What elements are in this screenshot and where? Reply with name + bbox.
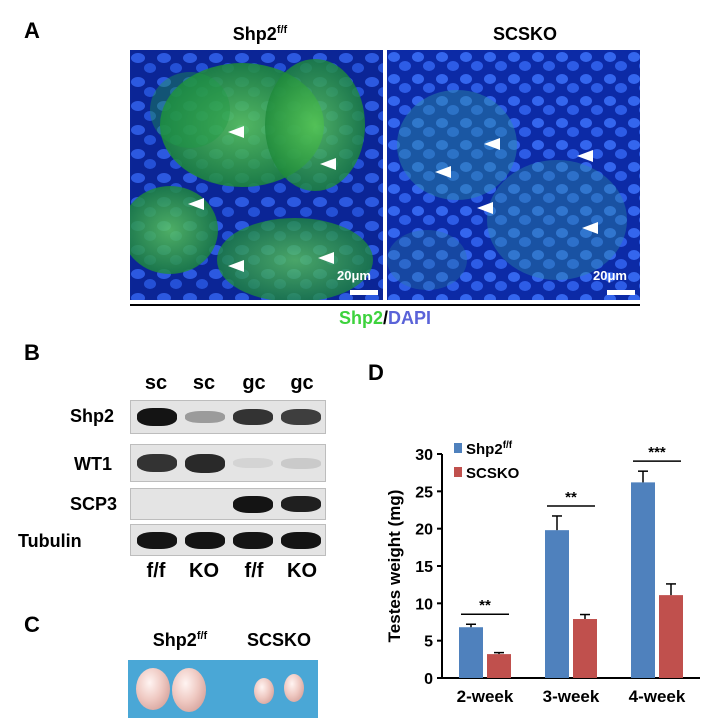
panel-c-letter: C [24, 612, 40, 637]
y-tick-label: 10 [415, 596, 433, 613]
y-tick-label: 0 [424, 671, 433, 688]
blot-band [185, 454, 225, 473]
panel-a-left-title-text: Shp2 [232, 24, 277, 44]
micrograph-scsko: 20μm [387, 50, 640, 300]
lane-top-label: sc [144, 372, 168, 394]
bar-3-week-SCSKO [573, 619, 597, 678]
bar-2-week-Shp2 [459, 627, 483, 678]
testes-weight-chart: 0 5 10 15 20 25 30 Testes weight (mg) 2-week ** 3-… [385, 440, 700, 706]
blot-row-label: Tubulin [18, 531, 82, 551]
panel-d-letter: D [368, 360, 384, 385]
y-tick-label: 5 [424, 634, 433, 651]
legend-label: Shp2f/f [466, 440, 513, 458]
panel-a-divider-line [130, 304, 640, 306]
panel-c-left-title-sup: f/f [196, 630, 208, 642]
arrowhead [318, 252, 334, 264]
blot-band [281, 458, 321, 469]
bar-4-week-Shp2 [631, 482, 655, 678]
testis-control [136, 668, 170, 710]
arrowhead [228, 260, 244, 272]
x-tick-label: 2-week [457, 687, 514, 706]
legend-swatch [454, 443, 462, 453]
caption-separator: / [382, 308, 388, 328]
blot-band [281, 496, 321, 512]
lane-top-label: gc [242, 372, 266, 394]
arrowhead [188, 198, 204, 210]
y-tick-label: 20 [415, 522, 433, 539]
blot-band [137, 454, 177, 472]
blot-strip [130, 400, 326, 434]
y-axis-label: Testes weight (mg) [385, 490, 404, 643]
blot-band [185, 411, 225, 423]
blot-row-label: WT1 [74, 454, 112, 474]
panel-a-left-title: Shp2f/f [195, 24, 325, 45]
panel-a-right-title: SCSKO [492, 24, 557, 44]
scale-bar-control [350, 290, 378, 295]
lane-top-label: sc [192, 372, 216, 394]
arrowhead [228, 126, 244, 138]
blot-band [233, 458, 273, 468]
lane-bottom-label: f/f [244, 560, 264, 582]
lane-bottom-label: KO [189, 560, 219, 582]
blot-strip [130, 444, 326, 482]
legend-label: SCSKO [466, 465, 520, 482]
lane-bottom-label: f/f [146, 560, 166, 582]
legend-label-sup: f/f [503, 440, 513, 451]
panel-a-left-title-sup: f/f [276, 24, 288, 36]
significance-mark: ** [565, 489, 577, 506]
testis-scsko [284, 674, 304, 702]
blot-strip [130, 524, 326, 556]
panel-b-letter: B [24, 340, 40, 365]
bar-2-week-SCSKO [487, 654, 511, 678]
y-tick-label: 25 [415, 484, 433, 501]
blot-band [281, 532, 321, 549]
micrograph-scsko-image [387, 50, 640, 300]
blot-band [233, 532, 273, 549]
lane-bottom-label: KO [287, 560, 317, 582]
bar-4-week-SCSKO [659, 595, 683, 678]
blot-row-label: Shp2 [70, 406, 115, 426]
lane-top-label: gc [290, 372, 314, 394]
y-tick-label: 15 [415, 559, 433, 576]
panel-c-left-title: Shp2f/f [130, 630, 230, 651]
scale-bar-scsko [607, 290, 635, 295]
arrowhead [320, 158, 336, 170]
testis-scsko [254, 678, 274, 704]
blot-band [137, 532, 177, 549]
x-tick-label: 4-week [629, 687, 686, 706]
caption-dapi: DAPI [388, 308, 432, 328]
arrowhead [435, 166, 451, 178]
blot-band [185, 532, 225, 549]
blot-band [137, 408, 177, 426]
arrowhead [582, 222, 598, 234]
significance-mark: ** [479, 597, 491, 614]
panel-a-letter: A [24, 18, 40, 43]
micrograph-control: 20μm [130, 50, 383, 300]
testes-photo [128, 660, 318, 718]
scale-label-scsko: 20μm [593, 268, 627, 283]
bar-3-week-Shp2 [545, 530, 569, 678]
panel-a-caption: Shp2/DAPI [130, 308, 640, 329]
legend-swatch [454, 467, 462, 477]
arrowhead [477, 202, 493, 214]
blot-band [233, 409, 273, 425]
arrowhead [484, 138, 500, 150]
blot-band [281, 409, 321, 425]
blot-band [233, 496, 273, 513]
blot-strip [130, 488, 326, 520]
x-tick-label: 3-week [543, 687, 600, 706]
arrowhead [577, 150, 593, 162]
scale-label-control: 20μm [337, 268, 371, 283]
blot-row-label: SCP3 [70, 494, 118, 514]
y-tick-label: 30 [415, 447, 433, 464]
testis-control [172, 668, 206, 712]
micrograph-control-image [130, 50, 383, 300]
panel-c-right-title: SCSKO [246, 630, 311, 650]
significance-mark: *** [648, 444, 666, 461]
caption-shp2: Shp2 [338, 308, 383, 328]
panel-c-left-title-text: Shp2 [152, 630, 197, 650]
